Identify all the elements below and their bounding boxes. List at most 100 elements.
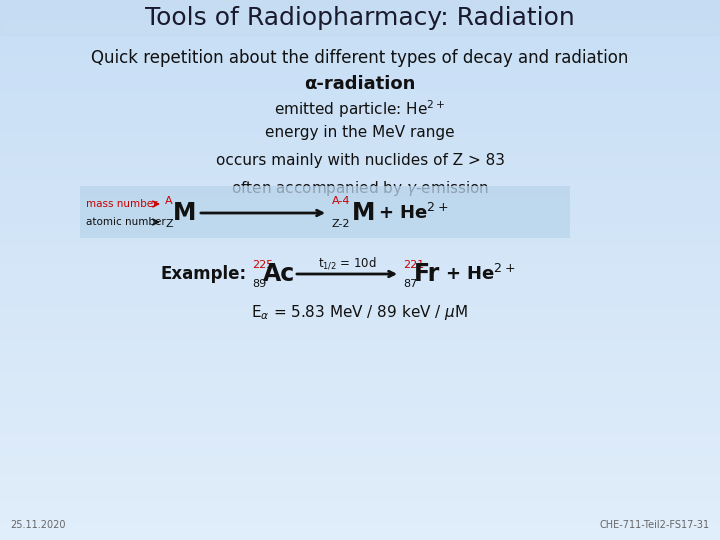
Bar <box>0 446 720 453</box>
Text: 87: 87 <box>403 279 418 289</box>
Bar <box>0 392 720 399</box>
Bar <box>80 186 570 238</box>
Bar <box>0 156 720 162</box>
Bar <box>0 108 720 115</box>
Bar <box>0 256 720 263</box>
Text: 89: 89 <box>252 279 266 289</box>
Bar <box>0 411 720 418</box>
Bar <box>0 297 720 303</box>
Bar <box>0 54 720 60</box>
Bar <box>0 27 720 33</box>
Bar <box>0 189 720 195</box>
Bar <box>0 324 720 330</box>
Text: CHE-711-Teil2-FS17-31: CHE-711-Teil2-FS17-31 <box>600 520 710 530</box>
Bar <box>0 195 720 202</box>
Text: 25.11.2020: 25.11.2020 <box>10 520 66 530</box>
Text: Z-2: Z-2 <box>332 219 351 229</box>
Bar <box>0 141 720 149</box>
Text: occurs mainly with nuclides of Z > 83: occurs mainly with nuclides of Z > 83 <box>215 153 505 168</box>
Bar <box>0 162 720 168</box>
Bar <box>0 216 720 222</box>
Bar <box>0 222 720 230</box>
Bar <box>0 6 720 14</box>
Bar <box>0 372 720 378</box>
Text: α-radiation: α-radiation <box>305 75 415 93</box>
Bar <box>0 270 720 276</box>
Bar <box>0 183 720 189</box>
Text: M: M <box>352 201 375 225</box>
Bar <box>0 263 720 270</box>
Bar <box>0 472 720 480</box>
Bar <box>0 176 720 183</box>
Bar <box>0 276 720 284</box>
Bar <box>0 432 720 438</box>
Text: A: A <box>165 196 173 206</box>
Text: mass number: mass number <box>86 199 158 209</box>
Bar <box>0 303 720 310</box>
Bar <box>0 33 720 40</box>
Bar <box>0 81 720 87</box>
Bar <box>0 399 720 405</box>
Bar <box>0 47 720 54</box>
Text: Ac: Ac <box>263 262 295 286</box>
Bar <box>0 534 720 540</box>
Bar <box>0 20 720 27</box>
Bar <box>0 68 720 74</box>
Text: energy in the MeV range: energy in the MeV range <box>265 125 455 140</box>
Bar <box>0 102 720 108</box>
Bar <box>0 128 720 135</box>
Bar <box>0 405 720 411</box>
Text: + He$^{2+}$: + He$^{2+}$ <box>378 203 449 223</box>
Text: Example:: Example: <box>160 265 246 283</box>
Text: Tools of Radiopharmacy: Radiation: Tools of Radiopharmacy: Radiation <box>145 6 575 30</box>
Bar <box>0 453 720 459</box>
Bar <box>0 486 720 492</box>
Bar <box>0 148 720 156</box>
Text: + He$^{2+}$: + He$^{2+}$ <box>445 264 516 284</box>
Bar <box>0 60 720 68</box>
Bar <box>0 438 720 445</box>
Bar <box>0 418 720 426</box>
Bar <box>0 384 720 391</box>
Bar <box>0 243 720 249</box>
Bar <box>0 465 720 472</box>
Bar <box>0 291 720 297</box>
Bar <box>0 500 720 507</box>
Bar <box>0 0 720 35</box>
Bar <box>0 284 720 291</box>
Text: Z: Z <box>165 219 173 229</box>
Text: 225: 225 <box>252 260 274 270</box>
Bar <box>0 338 720 345</box>
Text: E$_\alpha$ = 5.83 MeV / 89 keV / $\mu$M: E$_\alpha$ = 5.83 MeV / 89 keV / $\mu$M <box>251 302 469 321</box>
Bar <box>0 249 720 256</box>
Text: t$_{1/2}$ = 10d: t$_{1/2}$ = 10d <box>318 255 377 271</box>
Bar <box>0 202 720 209</box>
Bar <box>0 526 720 534</box>
Bar <box>0 115 720 122</box>
Bar <box>0 40 720 47</box>
Text: 221: 221 <box>403 260 424 270</box>
Bar <box>0 87 720 94</box>
Bar <box>0 351 720 357</box>
Bar <box>0 74 720 81</box>
Bar <box>0 426 720 432</box>
Bar <box>0 168 720 176</box>
Bar <box>0 14 720 20</box>
Bar <box>0 357 720 364</box>
Text: M: M <box>173 201 197 225</box>
Text: atomic number: atomic number <box>86 217 166 227</box>
Bar <box>0 378 720 384</box>
Bar <box>0 122 720 128</box>
Bar <box>0 317 720 324</box>
Bar <box>0 230 720 237</box>
Text: Quick repetition about the different types of decay and radiation: Quick repetition about the different typ… <box>91 49 629 67</box>
Text: A-4: A-4 <box>332 196 351 206</box>
Bar <box>0 459 720 465</box>
Bar <box>0 135 720 141</box>
Bar <box>0 507 720 513</box>
Bar <box>0 364 720 372</box>
Bar <box>0 492 720 500</box>
Bar <box>0 480 720 486</box>
Bar <box>0 513 720 519</box>
Bar <box>0 330 720 338</box>
